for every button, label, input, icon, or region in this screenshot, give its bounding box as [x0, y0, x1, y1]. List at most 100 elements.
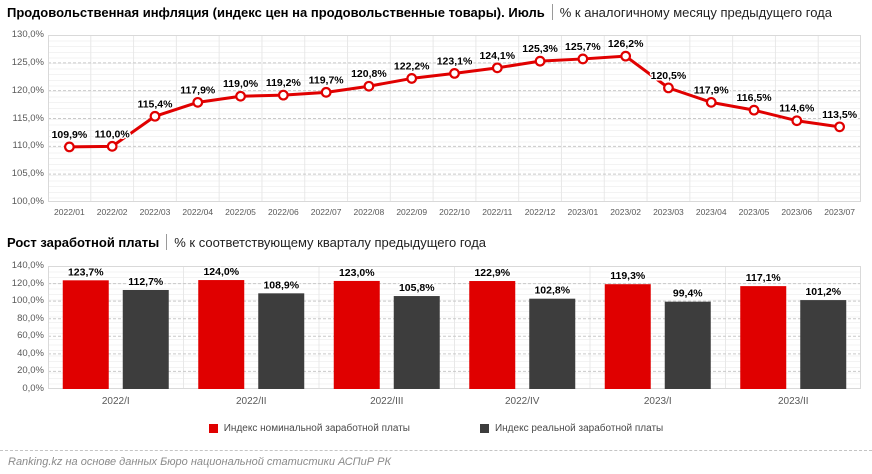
- data-point-marker: [235, 90, 246, 102]
- bar-value-label: 105,8%: [399, 282, 435, 294]
- x-axis-tick-label: 2022/10: [439, 207, 470, 217]
- real-wage-bar: [258, 293, 305, 389]
- data-point-label: 115,4%: [137, 98, 173, 110]
- data-point-label: 117,9%: [694, 84, 730, 96]
- data-point-label: 110,0%: [95, 128, 131, 140]
- y-axis-tick-label: 120,0%: [11, 277, 44, 289]
- bar-value-label: 99,4%: [673, 288, 703, 300]
- y-axis-tick-label: 100,0%: [11, 295, 44, 307]
- inflation-chart-title: Продовольственная инфляция (индекс цен н…: [7, 4, 832, 20]
- data-point-marker: [277, 89, 289, 101]
- x-axis-tick-label: 2022/07: [310, 207, 342, 217]
- x-axis-tick-label: 2022/06: [267, 207, 299, 217]
- data-point-label: 116,5%: [737, 92, 773, 104]
- data-point-marker: [705, 96, 717, 108]
- data-point-label: 125,3%: [522, 43, 558, 55]
- nominal-wage-bar: [333, 280, 380, 389]
- bar-value-label: 102,8%: [534, 285, 570, 297]
- x-axis-tick-label: 2023/06: [781, 207, 813, 217]
- legend-label-nominal-wage: Индекс номинальной заработной платы: [223, 423, 410, 434]
- bar-value-label: 119,3%: [610, 270, 646, 282]
- x-axis-tick-label: 2022/I: [101, 396, 130, 407]
- wage-growth-bar-chart: 123,7% 124,0% 123,0% 122,9% 119,3% 117,1% 112,…: [48, 265, 861, 389]
- data-point-label: 124,1%: [479, 50, 515, 62]
- x-axis-tick-label: 2022/09: [396, 207, 428, 217]
- y-axis-tick-label: 130,0%: [11, 29, 44, 40]
- bar-value-label: 122,9%: [474, 267, 510, 279]
- data-point-label: 114,6%: [779, 103, 815, 115]
- y-axis-tick-label: 40,0%: [17, 347, 44, 359]
- plot-border: [48, 266, 861, 389]
- data-point-label: 125,7%: [565, 41, 601, 53]
- y-axis-tick-label: 110,0%: [12, 140, 44, 152]
- data-point-marker: [748, 104, 760, 116]
- y-axis-tick-label: 0,0%: [22, 383, 44, 394]
- data-point-label: 119,0%: [223, 78, 259, 90]
- legend-label-real-wage: Индекс реальной заработной платы: [494, 423, 664, 434]
- data-point-label: 119,7%: [309, 74, 345, 86]
- real-wage-bar: [664, 301, 711, 389]
- bar-value-label: 124,0%: [203, 266, 239, 278]
- x-axis-tick-label: 2022/04: [182, 207, 214, 217]
- data-point-label: 126,2%: [608, 38, 644, 50]
- data-point-marker: [192, 96, 204, 108]
- nominal-wage-bar: [198, 280, 245, 389]
- bar-value-label: 123,7%: [68, 266, 104, 278]
- bar-value-label: 123,0%: [339, 267, 375, 279]
- x-axis-tick-label: 2022/02: [96, 207, 128, 217]
- y-axis-tick-label: 125,0%: [11, 56, 44, 68]
- bar-value-label: 101,2%: [805, 286, 841, 298]
- real-wage-bar: [529, 298, 576, 389]
- source-attribution: Ranking.kz на основе данных Бюро национа…: [8, 456, 391, 468]
- x-axis-tick-label: 2023/04: [695, 207, 727, 217]
- x-axis-tick-label: 2022/III: [370, 396, 404, 407]
- data-point-label: 109,9%: [52, 129, 88, 141]
- data-point-label: 117,9%: [180, 84, 216, 96]
- title-separator: [166, 234, 168, 250]
- data-point-marker: [834, 121, 846, 133]
- x-axis-tick-label: 2022/08: [353, 207, 385, 217]
- nominal-wage-bar: [62, 280, 109, 389]
- legend-item-real-wage: Индекс реальной заработной платы: [479, 423, 664, 434]
- y-axis-tick-label: 80,0%: [17, 312, 44, 324]
- data-point-marker: [534, 55, 546, 67]
- data-point-marker: [791, 115, 803, 127]
- y-axis-tick-label: 105,0%: [11, 168, 44, 180]
- data-point-label: 120,5%: [651, 70, 687, 82]
- y-axis-tick-label: 60,0%: [17, 330, 44, 342]
- real-wage-swatch-icon: [479, 424, 489, 433]
- data-point-label: 119,2%: [266, 77, 302, 89]
- nominal-wage-bar: [469, 281, 516, 389]
- real-wage-bar: [393, 296, 440, 389]
- data-point-marker: [106, 140, 118, 152]
- x-axis-tick-label: 2023/05: [738, 207, 770, 217]
- data-point-marker: [577, 53, 589, 65]
- footer-divider: [0, 450, 872, 451]
- food-inflation-line-chart: 109,9% 110,0% 115,4% 117,9% 119,0% 119,2% 119,…: [48, 35, 861, 202]
- x-axis-tick-label: 2022/11: [482, 207, 513, 217]
- x-axis-tick-label: 2022/IV: [505, 396, 540, 407]
- data-point-marker: [320, 86, 332, 98]
- data-point-label: 122,2%: [394, 60, 430, 72]
- x-axis-tick-label: 2023/07: [824, 207, 855, 217]
- data-point-marker: [620, 50, 632, 62]
- data-point-marker: [449, 68, 460, 79]
- x-axis-tick-label: 2023/II: [777, 396, 809, 407]
- inflation-chart-title-main: Продовольственная инфляция (индекс цен н…: [7, 4, 545, 20]
- x-axis-tick-label: 2023/01: [567, 207, 599, 217]
- y-axis-tick-label: 115,0%: [12, 112, 44, 124]
- real-wage-bar: [122, 289, 169, 389]
- data-point-label: 123,1%: [437, 55, 473, 67]
- y-axis-tick-label: 20,0%: [17, 365, 44, 377]
- real-wage-bar: [800, 300, 847, 389]
- wage-chart-title-note: % к соответствующему кварталу предыдущег…: [174, 234, 487, 250]
- nominal-wage-bar: [604, 284, 651, 389]
- y-axis-tick-label: 120,0%: [11, 84, 44, 96]
- data-point-marker: [363, 80, 375, 92]
- bar-value-label: 112,7%: [128, 276, 164, 288]
- bar-value-label: 108,9%: [263, 279, 299, 291]
- x-axis-tick-label: 2022/05: [225, 207, 256, 217]
- legend: Индекс номинальной заработной платы Инде…: [0, 423, 872, 434]
- data-point-marker: [406, 73, 418, 84]
